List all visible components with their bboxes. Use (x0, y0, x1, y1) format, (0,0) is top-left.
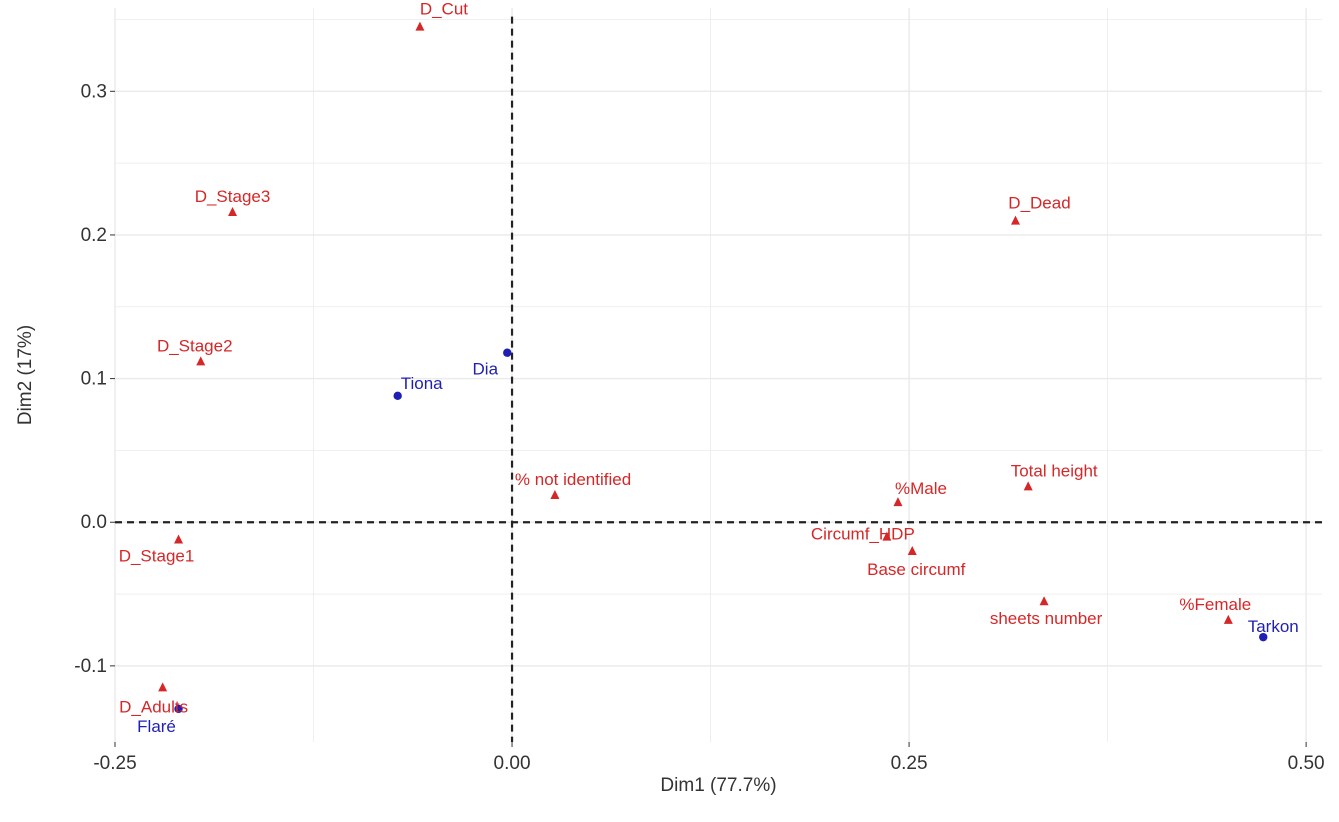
x-tick-label: 0.50 (1288, 753, 1325, 774)
x-tick-label: 0.25 (891, 753, 928, 774)
y-axis-title: Dim2 (17%) (15, 325, 36, 425)
label-not-identified: % not identified (515, 470, 631, 489)
label-female: %Female (1179, 595, 1251, 614)
label-d-stage3: D_Stage3 (195, 187, 271, 206)
point-female (1223, 614, 1233, 624)
point-not-identified (550, 489, 560, 499)
label-circumf-hdp: Circumf_HDP (811, 525, 915, 544)
label-sheets-number: sheets number (990, 609, 1103, 628)
point-total-height (1023, 481, 1033, 491)
reference-lines (115, 16, 1322, 742)
point-flar (174, 704, 183, 714)
point-labels: D_Cut D_Stage3 D_Stage2 D_Stage1 D_Adults D_D… (119, 0, 1299, 736)
y-tick-label: 0.2 (81, 225, 107, 246)
label-base-circumf: Base circumf (867, 560, 966, 579)
point-circumf-hdp (882, 531, 892, 541)
point-d-stage1 (174, 534, 184, 544)
point-d-adults (158, 682, 168, 692)
label-d-stage1: D_Stage1 (119, 546, 195, 565)
y-tick-label: -0.1 (74, 656, 107, 677)
x-tick-label: 0.00 (494, 753, 531, 774)
y-tick-label: 0.0 (81, 512, 107, 533)
y-tick-label: 0.3 (81, 81, 107, 102)
label-d-dead: D_Dead (1008, 194, 1070, 213)
x-axis-title: Dim1 (77.7%) (660, 775, 776, 796)
x-tick-label: -0.25 (93, 753, 136, 774)
label-d-cut: D_Cut (420, 0, 468, 19)
y-tick-label: 0.1 (81, 369, 107, 390)
point-male (893, 497, 903, 507)
point-d-stage2 (196, 356, 206, 366)
label-male: %Male (895, 479, 947, 498)
label-tarkon: Tarkon (1248, 617, 1299, 636)
point-d-cut (415, 21, 425, 31)
label-flar: Flaré (137, 717, 176, 736)
point-dia (503, 348, 512, 357)
point-d-stage3 (228, 206, 238, 216)
label-total-height: Total height (1011, 461, 1098, 480)
label-dia: Dia (473, 360, 499, 379)
axis-ticks: -0.25 0.00 0.25 0.50 -0.1 0.0 0.1 0.2 0.3 (74, 81, 1324, 774)
point-tarkon (1259, 632, 1268, 642)
label-tiona: Tiona (401, 374, 443, 393)
label-d-adults: D_Adults (119, 697, 188, 716)
point-d-dead (1010, 215, 1020, 225)
point-base-circumf (907, 545, 917, 555)
label-d-stage2: D_Stage2 (157, 336, 233, 355)
data-points (158, 21, 1268, 714)
point-sheets-number (1039, 596, 1049, 606)
point-tiona (393, 391, 402, 401)
plot-panel (115, 8, 1322, 742)
